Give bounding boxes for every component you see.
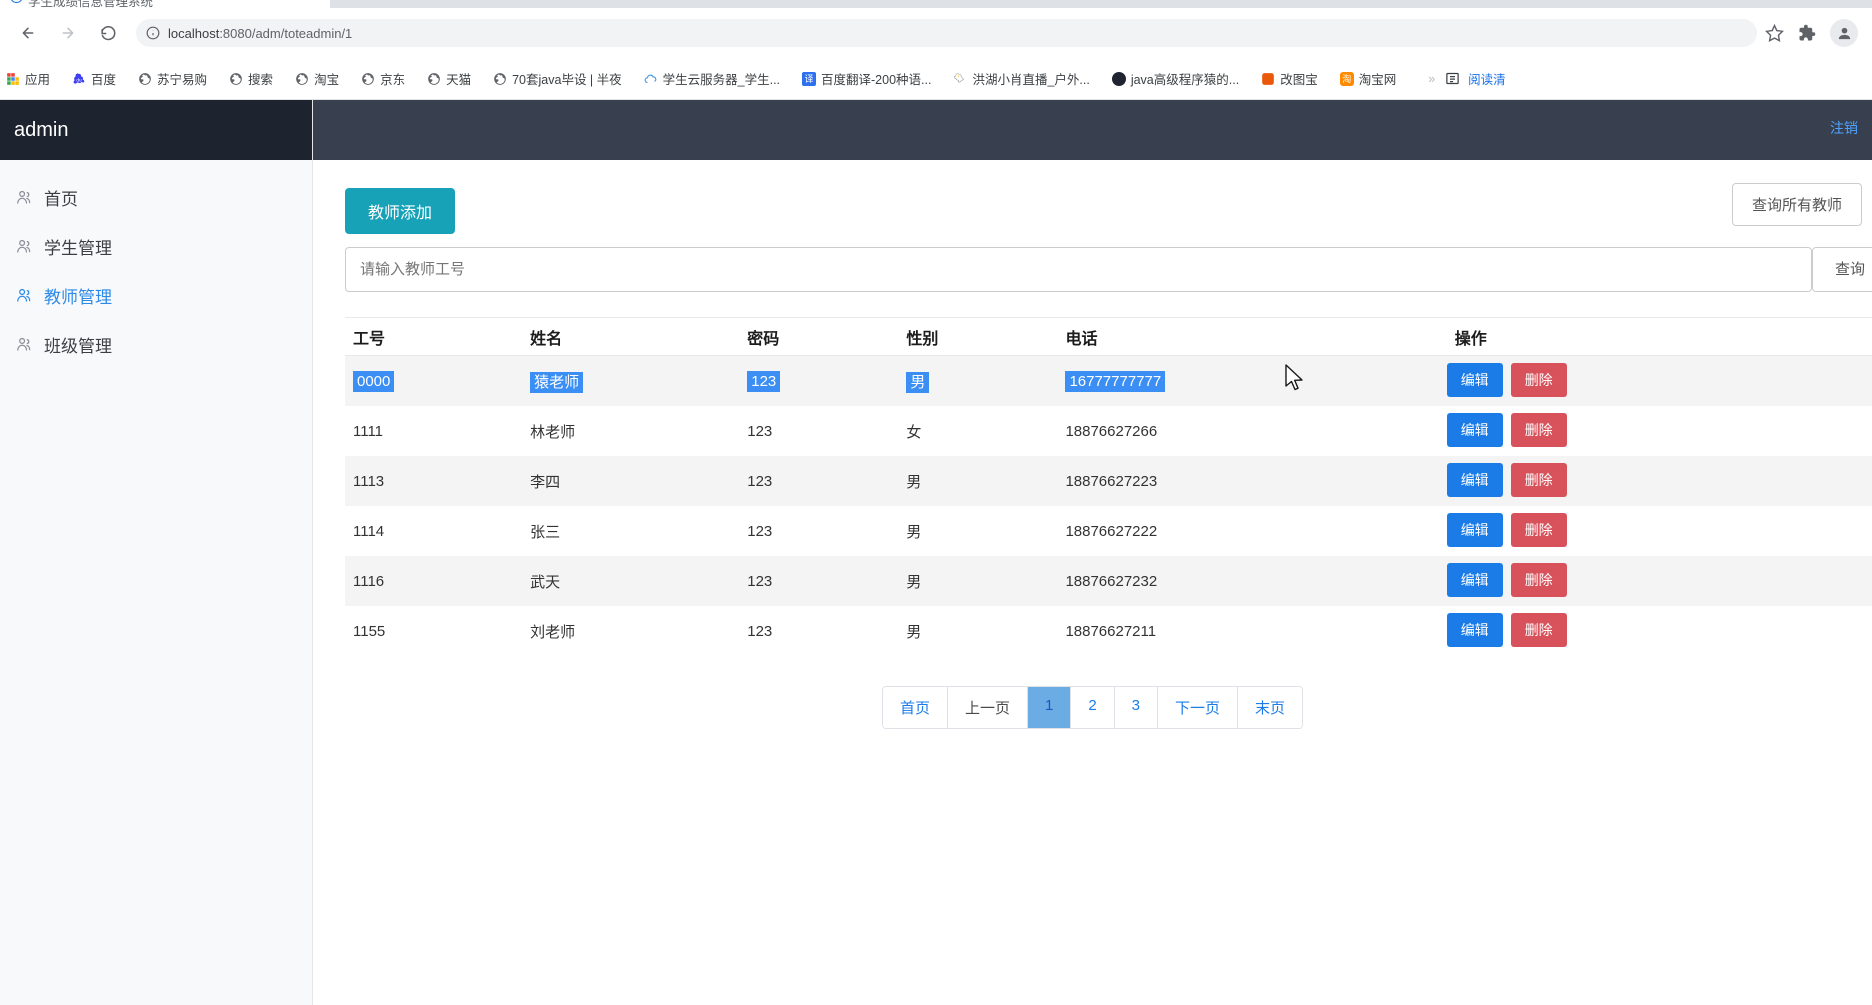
svg-text:du: du [76,77,82,82]
